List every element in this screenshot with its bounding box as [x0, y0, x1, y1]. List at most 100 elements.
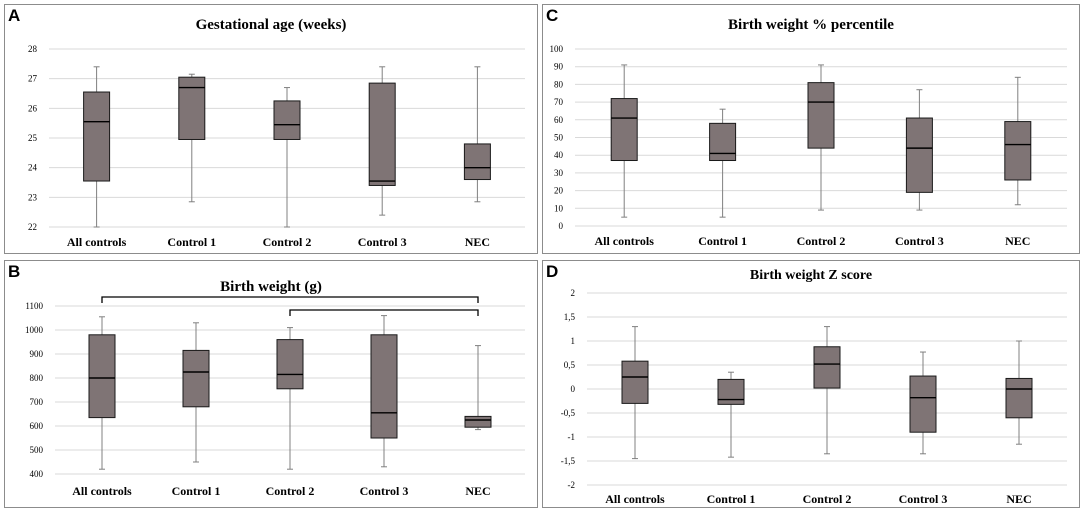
y-tick-label: 22	[28, 222, 37, 232]
chart-birth-weight-percentile: Birth weight % percentile 0 10 20 30 40 50 60 70…	[550, 17, 1067, 248]
box-2	[709, 108, 737, 218]
box-4	[370, 315, 398, 468]
panel-letter: A	[8, 6, 21, 25]
y-tick-label: 100	[550, 44, 564, 54]
box-1	[610, 64, 638, 218]
y-tick-label: 2	[571, 288, 576, 298]
y-tick-label: -2	[568, 480, 576, 490]
x-tick-label: All controls	[72, 484, 132, 498]
y-tick-label: 28	[28, 44, 38, 54]
x-tick-label: NEC	[1006, 492, 1031, 506]
x-tick-label: Control 3	[895, 234, 944, 248]
y-tick-label: -1	[568, 432, 576, 442]
x-tick-label: Control 1	[172, 484, 221, 498]
y-tick-label: 70	[554, 97, 564, 107]
x-tick-label: NEC	[465, 235, 490, 249]
y-tick-label: 1000	[25, 325, 44, 335]
y-tick-label: 800	[30, 373, 44, 383]
panel-letter: B	[8, 262, 21, 281]
x-tick-label: NEC	[465, 484, 490, 498]
y-tick-label: -0,5	[561, 408, 576, 418]
panel-b-birth-weight: B Birth weight (g) 400 500 600 700 800 900 1000…	[4, 260, 538, 508]
box-2	[182, 322, 210, 463]
y-tick-label: 40	[554, 150, 564, 160]
iqr-box	[610, 98, 638, 162]
x-tick-label: Control 3	[360, 484, 409, 498]
x-tick-label: Control 2	[797, 234, 846, 248]
x-tick-label: Control 1	[167, 235, 216, 249]
x-tick-label: All controls	[605, 492, 665, 506]
iqr-box	[276, 339, 304, 390]
iqr-box	[463, 143, 491, 181]
y-tick-label: 10	[554, 203, 564, 213]
y-tick-label: 0	[571, 384, 576, 394]
iqr-box	[717, 378, 745, 405]
y-tick-label: 1100	[25, 301, 43, 311]
box-3	[807, 64, 835, 211]
y-tick-label: 26	[28, 103, 38, 113]
box-2	[717, 371, 745, 458]
panel-d-birth-weight-z-score: D Birth weight Z score -2 -1,5 -1 -0,5 0 0,5 1 1…	[542, 260, 1080, 508]
chart-title: Gestational age (weeks)	[196, 17, 347, 33]
chart-birth-weight-z-score: Birth weight Z score -2 -1,5 -1 -0,5 0 0,5 1 1,5…	[561, 268, 1067, 506]
box-2	[178, 73, 206, 203]
x-tick-label: Control 2	[263, 235, 312, 249]
y-tick-label: 0,5	[564, 360, 576, 370]
iqr-box	[905, 117, 933, 193]
y-tick-label: 23	[28, 192, 38, 202]
y-tick-label: 900	[30, 349, 44, 359]
chart-title: Birth weight (g)	[220, 279, 322, 295]
iqr-box	[368, 82, 396, 186]
box-5	[463, 66, 491, 203]
iqr-box	[370, 334, 398, 439]
x-tick-label: NEC	[1005, 234, 1030, 248]
box-1	[621, 326, 649, 460]
y-tick-label: 600	[30, 421, 44, 431]
x-tick-label: Control 2	[803, 492, 852, 506]
y-tick-label: 60	[554, 115, 564, 125]
box-4	[909, 351, 937, 455]
chart-gestational-age: Gestational age (weeks) 22 23 24 25 26 27 28 All…	[28, 17, 525, 249]
iqr-box	[178, 76, 206, 140]
box-1	[88, 316, 116, 470]
panel-a-gestational-age: A Gestational age (weeks) 22 23 24 25 26 27 28 A…	[4, 4, 538, 254]
y-tick-label: 700	[30, 397, 44, 407]
panel-letter: C	[546, 6, 559, 25]
box-3	[276, 327, 304, 470]
box-5	[1005, 340, 1033, 445]
y-tick-label: 90	[554, 62, 564, 72]
x-tick-label: Control 3	[358, 235, 407, 249]
chart-birth-weight: Birth weight (g) 400 500 600 700 800 900 1000 11…	[25, 279, 525, 498]
y-tick-label: 500	[30, 445, 44, 455]
x-tick-label: Control 1	[698, 234, 747, 248]
iqr-box	[909, 375, 937, 433]
box-4	[905, 89, 933, 211]
iqr-box	[621, 360, 649, 404]
box-1	[83, 66, 111, 228]
box-3	[273, 87, 301, 228]
y-tick-label: 80	[554, 79, 564, 89]
y-tick-label: 1,5	[564, 312, 576, 322]
y-tick-label: 25	[28, 133, 38, 143]
significance-bracket	[289, 309, 479, 316]
y-tick-label: -1,5	[561, 456, 576, 466]
iqr-box	[1005, 377, 1033, 419]
iqr-box	[813, 346, 841, 389]
iqr-box	[709, 122, 737, 162]
x-tick-label: All controls	[67, 235, 127, 249]
y-tick-label: 27	[28, 74, 38, 84]
x-tick-label: Control 3	[899, 492, 948, 506]
panel-letter: D	[546, 262, 559, 281]
significance-bracket	[101, 296, 479, 303]
iqr-box	[83, 91, 111, 182]
box-5	[1004, 76, 1032, 206]
iqr-box	[807, 82, 835, 149]
chart-title: Birth weight % percentile	[728, 17, 894, 33]
x-tick-label: All controls	[594, 234, 654, 248]
y-tick-label: 24	[28, 163, 38, 173]
iqr-box	[273, 100, 301, 140]
box-3	[813, 326, 841, 455]
x-tick-label: Control 2	[266, 484, 315, 498]
y-tick-label: 400	[30, 469, 44, 479]
y-tick-label: 1	[571, 336, 576, 346]
